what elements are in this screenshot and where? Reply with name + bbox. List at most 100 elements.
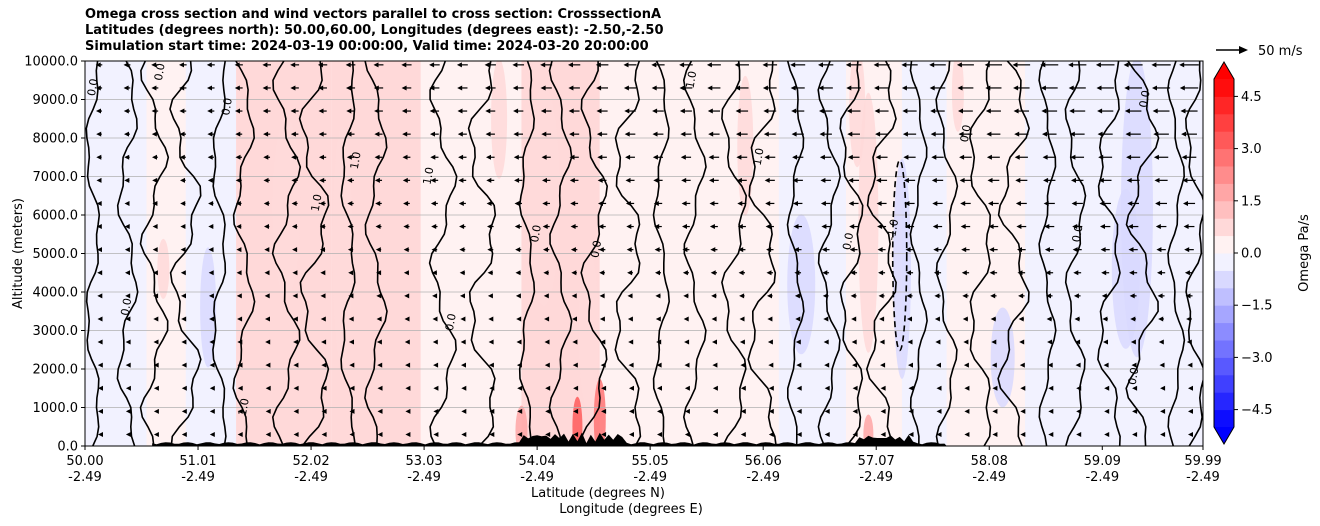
contour-line (298, 61, 330, 446)
wind-vector-head (1153, 154, 1159, 160)
colorbar: 4.5 3.0 1.5 0.0 −1.5 −3.0 −4.5 Omega Pa/s (1213, 61, 1312, 445)
wind-vector-head (1098, 154, 1104, 160)
wind-vector-head (123, 108, 129, 114)
wind-vector-head (459, 247, 465, 253)
wind-vector-head (489, 408, 495, 414)
wind-vector-head (401, 62, 407, 68)
colorbar-segment (1214, 79, 1234, 97)
wind-vector-head (405, 362, 411, 368)
wind-vector-head (1160, 408, 1166, 414)
wind-vector-head (1181, 154, 1187, 160)
x-tick-label-lat: 59.09 (1084, 454, 1121, 469)
wind-vector-head (349, 385, 355, 391)
wind-vector-head (740, 431, 746, 437)
wind-vector-head (628, 339, 634, 345)
wind-vector-head (461, 431, 467, 437)
wind-vector-head (486, 200, 492, 206)
x-tick-label-lat: 57.07 (858, 454, 895, 469)
wind-vector-head (152, 247, 158, 253)
contour-label: 0.0 (443, 312, 459, 331)
wind-vector-head (1017, 247, 1022, 253)
contour-label: 0.0 (1137, 89, 1153, 108)
y-tick-label: 6000.0 (33, 209, 79, 224)
wind-vector-head (540, 85, 546, 91)
wind-vector-head (1130, 316, 1136, 322)
wind-vector-head (599, 270, 605, 276)
wind-vector-head (153, 408, 159, 414)
wind-vector-head (179, 108, 185, 114)
wind-vector-head (513, 154, 519, 160)
wind-vector-head (709, 200, 715, 206)
wind-vector-head (683, 293, 689, 299)
wind-vector-head (570, 200, 576, 206)
contour-line (340, 61, 357, 446)
wind-vector-head (430, 131, 435, 137)
wind-vector-head (349, 339, 354, 345)
wind-vector-head (986, 131, 992, 137)
wind-vector-head (237, 339, 243, 345)
wind-vector-head (291, 154, 297, 160)
wind-vector-head (265, 385, 271, 391)
wind-vector-head (794, 293, 800, 299)
wind-vector-head (1123, 62, 1129, 68)
wind-vector-head (712, 362, 718, 368)
contour-label: 0.0 (528, 224, 544, 243)
wind-vector-head (293, 385, 299, 391)
wind-vector-head (684, 339, 690, 345)
wind-vector-head (682, 270, 688, 276)
wind-vector-head (1070, 154, 1076, 160)
wind-vector-head (790, 85, 796, 91)
wind-vector-head (235, 154, 241, 160)
wind-vector-head (1184, 247, 1190, 253)
wind-vector-head (263, 154, 269, 160)
wind-vector-head (710, 247, 716, 253)
wind-vector-head (874, 108, 880, 114)
wind-vector-head (180, 177, 185, 183)
x-tick-label-lon: -2.49 (1186, 470, 1220, 485)
contour-line (969, 61, 992, 446)
wind-vector-head (349, 431, 355, 437)
wind-vector-head (404, 316, 410, 322)
wind-vector-head (1048, 431, 1054, 437)
wind-vector-head (373, 85, 379, 91)
wind-vector-head (824, 362, 830, 368)
colorbar-title: Omega Pa/s (1297, 214, 1312, 292)
colorbar-tick-label: −1.5 (1241, 299, 1273, 314)
wind-vector-head (932, 224, 938, 230)
contour-line (786, 61, 805, 446)
contour-line (116, 61, 139, 446)
wind-vector-head (601, 431, 607, 437)
wind-vector-head (740, 408, 746, 414)
wind-vector-head (623, 62, 629, 68)
wind-vector-head (709, 224, 715, 230)
wind-vector-head (1124, 108, 1130, 114)
wind-vector-head (457, 108, 463, 114)
wind-vector-head (598, 247, 604, 253)
wind-vector-head (1179, 62, 1185, 68)
wind-vector-head (929, 85, 935, 91)
colorbar-segment (1214, 218, 1234, 237)
wind-vector-head (1073, 293, 1079, 299)
wind-vector-head (765, 224, 771, 230)
wind-vector-head (957, 85, 963, 91)
wind-vector-head (1129, 293, 1135, 299)
wind-vector-head (1048, 408, 1054, 414)
wind-vector-head (712, 385, 718, 391)
wind-vector-head (1182, 177, 1188, 183)
wind-vector-head (430, 200, 436, 206)
wind-vector-head (1186, 339, 1192, 345)
wind-vector-head (625, 154, 631, 160)
wind-vector-head (958, 108, 963, 114)
wind-vector-head (879, 316, 885, 322)
contour-line (212, 61, 227, 446)
wind-vector-head (1012, 62, 1018, 68)
wind-vector-head (936, 385, 942, 391)
wind-vector-head (432, 293, 438, 299)
wind-vector-head (459, 224, 465, 230)
wind-vector-head (208, 247, 214, 253)
wind-vector-head (461, 362, 466, 368)
wind-vector-head (377, 431, 383, 437)
contour-line (85, 61, 101, 446)
wind-vector-head (600, 339, 606, 345)
wind-vector-head (321, 431, 327, 437)
